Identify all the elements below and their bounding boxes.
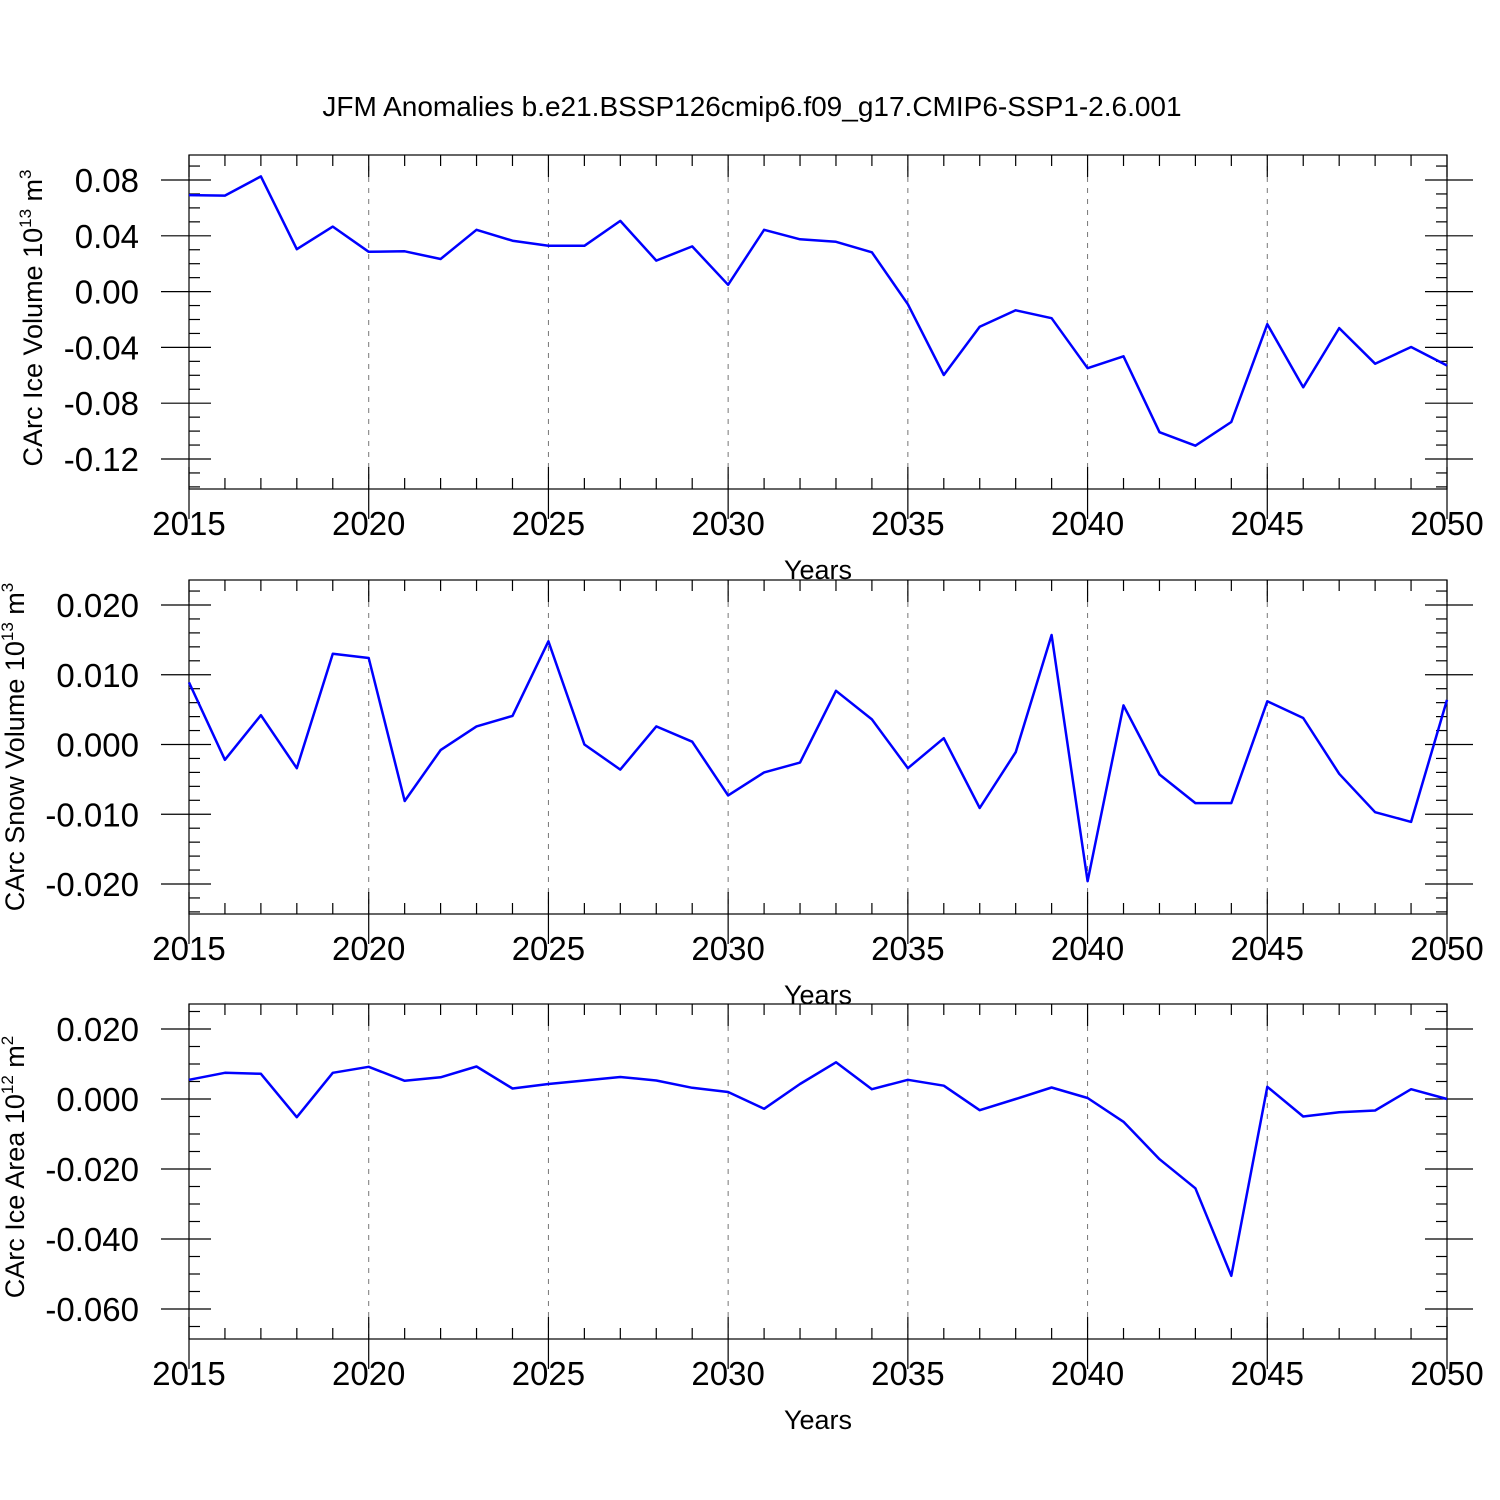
- x-tick-label: 2025: [512, 930, 585, 967]
- y-tick-label: -0.040: [45, 1221, 139, 1258]
- x-tick-label: 2015: [152, 930, 225, 967]
- x-tick-label: 2020: [332, 930, 405, 967]
- y-tick-label: -0.04: [64, 329, 139, 366]
- y-axis-label-exponent: 13: [0, 622, 17, 641]
- x-tick-label: 2045: [1231, 930, 1304, 967]
- y-axis-label-unit: m: [18, 179, 48, 209]
- panel-ice-area: 2015 2020 2025 2030 2035 2040 2045 2050 Years 0.0…: [0, 1003, 1484, 1435]
- x-tick-label: 2035: [871, 505, 944, 542]
- y-tick-label: 0.010: [56, 657, 139, 694]
- x-tick-label: 2040: [1051, 930, 1124, 967]
- y-axis-label-unit: m: [0, 1045, 30, 1075]
- x-tick-label: 2030: [691, 1355, 764, 1392]
- y-tick-label: -0.020: [45, 1151, 139, 1188]
- x-tick-label: 2015: [152, 505, 225, 542]
- x-tick-label: 2025: [512, 1355, 585, 1392]
- series-line-ice-volume: [188, 175, 1448, 447]
- y-axis-label-unit: m: [0, 592, 30, 622]
- y-axis-label-unit-exponent: 2: [0, 1036, 17, 1045]
- plot-frame: [188, 154, 1448, 490]
- x-tick-label: 2045: [1231, 1355, 1304, 1392]
- x-tick-label: 2035: [871, 930, 944, 967]
- y-axis-label-main: CArc Snow Volume 10: [0, 641, 30, 911]
- y-axis-label-exponent: 13: [16, 209, 35, 228]
- y-axis-label-unit-exponent: 3: [0, 583, 17, 592]
- series-line-ice-area: [188, 1061, 1448, 1278]
- y-axis-label-main: CArc Ice Area 10: [0, 1094, 30, 1298]
- x-tick-label: 2050: [1410, 1355, 1483, 1392]
- plot-frame: [188, 579, 1448, 915]
- y-axis-label-exponent: 12: [0, 1075, 17, 1094]
- x-tick-label: 2025: [512, 505, 585, 542]
- x-tick-label: 2035: [871, 1355, 944, 1392]
- x-axis-label: Years: [784, 1405, 852, 1435]
- x-tick-label: 2020: [332, 1355, 405, 1392]
- x-tick-label: 2030: [691, 930, 764, 967]
- y-tick-label: -0.12: [64, 441, 139, 478]
- y-tick-label: -0.08: [64, 385, 139, 422]
- x-tick-label: 2015: [152, 1355, 225, 1392]
- y-axis-label: CArc Ice Area 1012 m2: [0, 1036, 30, 1299]
- y-axis-label-unit-exponent: 3: [16, 169, 35, 178]
- y-tick-label: 0.000: [56, 727, 139, 764]
- series-line-snow-volume: [187, 633, 1449, 883]
- x-tick-label: 2050: [1410, 505, 1483, 542]
- x-tick-label: 2040: [1051, 1355, 1124, 1392]
- x-tick-label: 2020: [332, 505, 405, 542]
- x-tick-label: 2030: [691, 505, 764, 542]
- y-tick-label: -0.060: [45, 1291, 139, 1328]
- x-tick-label: 2045: [1231, 505, 1304, 542]
- x-axis-label: Years: [784, 980, 852, 1010]
- y-tick-label: 0.000: [56, 1081, 139, 1118]
- y-tick-label: -0.020: [45, 866, 139, 903]
- x-tick-label: 2040: [1051, 505, 1124, 542]
- y-tick-label: 0.020: [56, 587, 139, 624]
- y-tick-label: 0.00: [75, 274, 139, 311]
- plot-frame: [188, 1003, 1448, 1340]
- y-tick-label: 0.020: [56, 1011, 139, 1048]
- chart-title: JFM Anomalies b.e21.BSSP126cmip6.f09_g17…: [322, 91, 1181, 122]
- panels-container: 2015 2020 2025 2030 2035 2040 2045 2050 Years 0.0…: [0, 154, 1484, 1435]
- panel-snow-volume: 2015 2020 2025 2030 2035 2040 2045 2050 Years 0.0…: [0, 579, 1484, 1010]
- x-tick-label: 2050: [1410, 930, 1483, 967]
- y-axis-label-main: CArc Ice Volume 10: [18, 228, 48, 467]
- y-tick-label: 0.04: [75, 218, 139, 255]
- y-axis-label: CArc Snow Volume 1013 m3: [0, 583, 30, 912]
- y-tick-label: -0.010: [45, 796, 139, 833]
- y-axis-label: CArc Ice Volume 1013 m3: [16, 169, 48, 466]
- y-tick-label: 0.08: [75, 162, 139, 199]
- panel-ice-volume: 2015 2020 2025 2030 2035 2040 2045 2050Years0.0…: [16, 154, 1484, 585]
